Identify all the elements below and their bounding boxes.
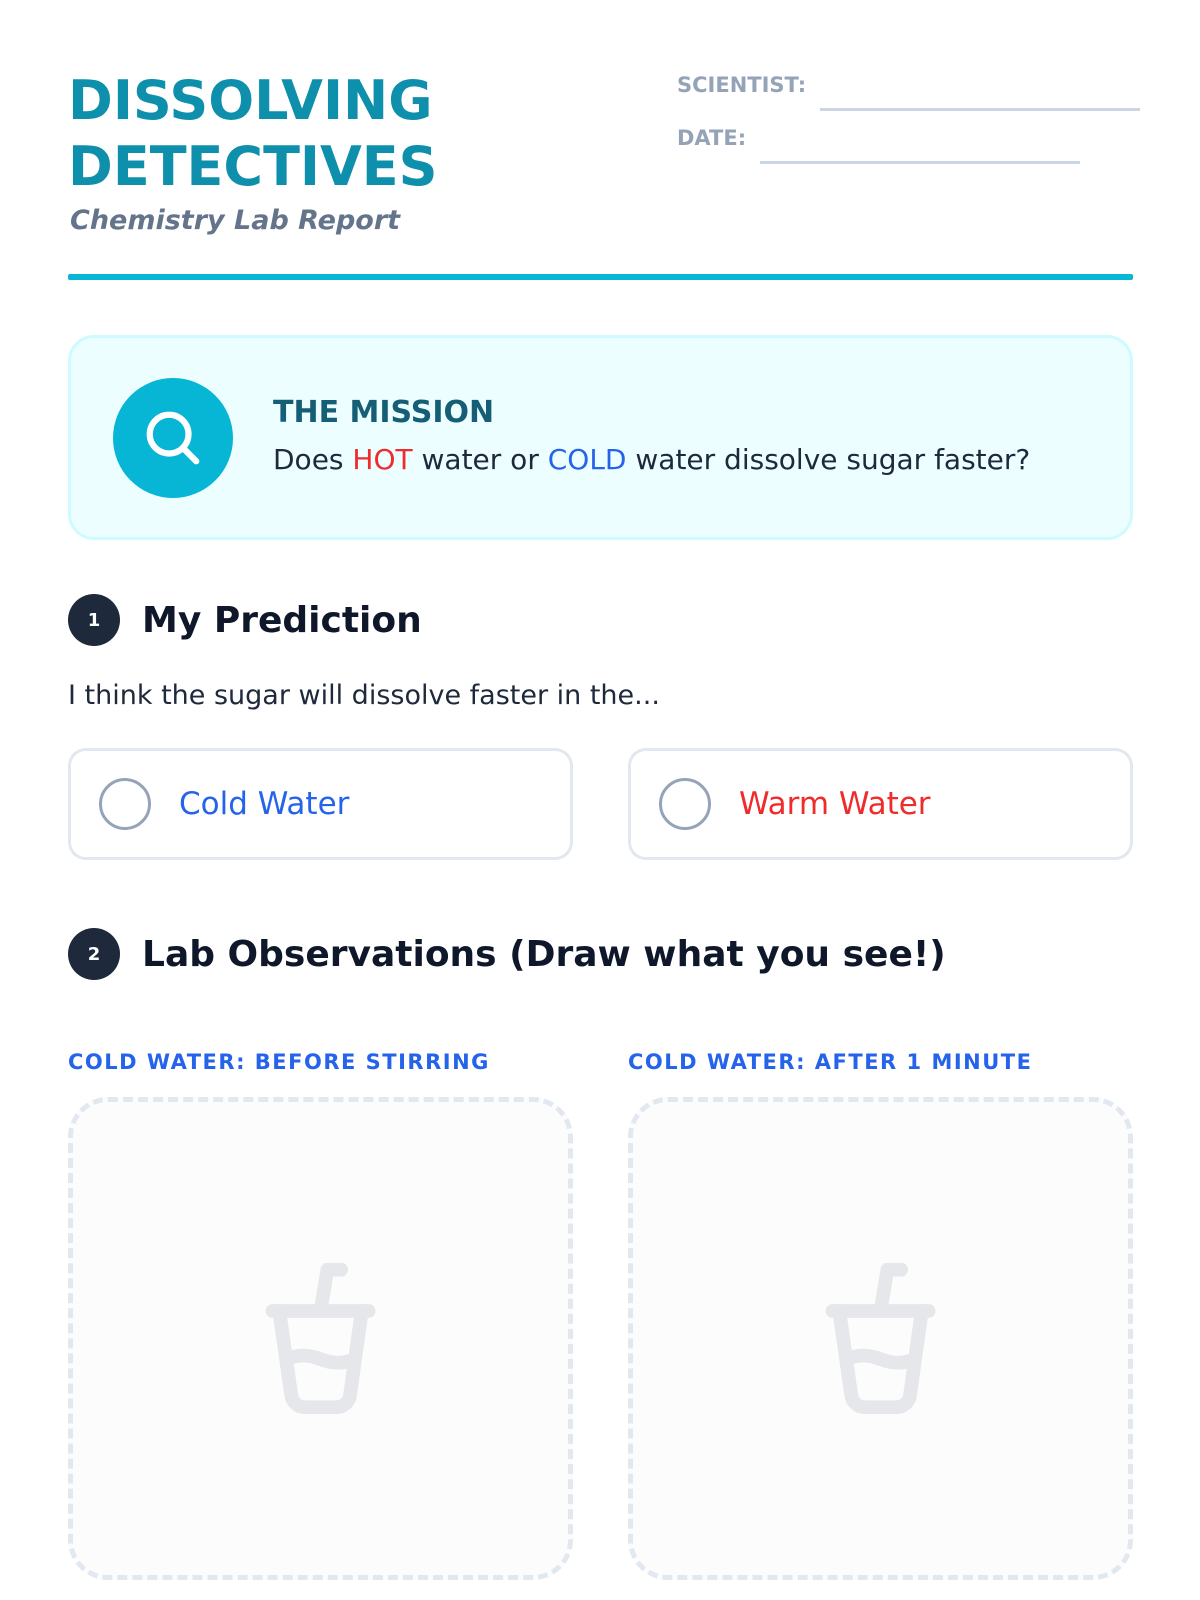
search-icon <box>113 378 233 498</box>
date-label: DATE: <box>677 126 747 150</box>
option-label: Cold Water <box>179 786 350 822</box>
section-prediction: 1 My Prediction <box>68 594 422 646</box>
section-heading: My Prediction <box>142 599 422 641</box>
scientist-label: SCIENTIST: <box>677 73 807 97</box>
cup-soda-icon <box>825 1262 936 1415</box>
section-heading: Lab Observations (Draw what you see!) <box>142 933 946 975</box>
radio-button[interactable] <box>659 778 711 830</box>
option-label: Warm Water <box>739 786 931 822</box>
title-line-2: DETECTIVES <box>68 135 438 198</box>
section-observations: 2 Lab Observations (Draw what you see!) <box>68 928 946 980</box>
drawing-area-before[interactable] <box>68 1097 573 1580</box>
scientist-input-line[interactable] <box>820 108 1141 111</box>
option-warm-water[interactable]: Warm Water <box>628 748 1133 860</box>
drawing-area-after[interactable] <box>628 1097 1133 1580</box>
step-number-badge: 2 <box>68 928 120 980</box>
date-field: DATE: <box>677 126 1081 164</box>
prediction-prompt: I think the sugar will dissolve faster i… <box>68 680 660 711</box>
mission-card: THE MISSION Does HOT water or COLD water… <box>68 335 1133 540</box>
box-label: COLD WATER: BEFORE STIRRING <box>68 1050 490 1074</box>
title-line-1: DISSOLVING <box>68 69 433 132</box>
page-title: DISSOLVING DETECTIVES <box>68 68 438 200</box>
page-subtitle: Chemistry Lab Report <box>70 205 401 236</box>
cup-soda-icon <box>265 1262 376 1415</box>
mission-question: Does HOT water or COLD water dissolve su… <box>273 443 1031 476</box>
header-divider <box>68 274 1133 280</box>
step-number-badge: 1 <box>68 594 120 646</box>
mission-title: THE MISSION <box>273 395 495 430</box>
hot-word: HOT <box>352 443 413 476</box>
cold-word: COLD <box>547 443 627 476</box>
scientist-field: SCIENTIST: <box>677 73 1141 111</box>
radio-button[interactable] <box>99 778 151 830</box>
box-label: COLD WATER: AFTER 1 MINUTE <box>628 1050 1033 1074</box>
option-cold-water[interactable]: Cold Water <box>68 748 573 860</box>
date-input-line[interactable] <box>760 161 1081 164</box>
